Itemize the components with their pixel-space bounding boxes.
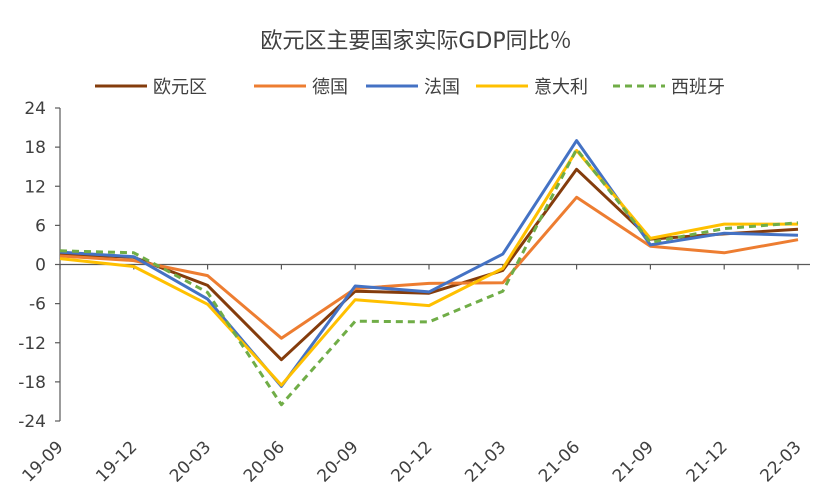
y-tick-label: -6	[29, 295, 46, 315]
x-tick-label: 22-03	[756, 437, 805, 486]
x-tick-label: 19-09	[18, 437, 67, 486]
legend-label: 德国	[312, 77, 348, 98]
x-tick-label: 20-06	[240, 437, 289, 486]
legend-label: 法国	[424, 77, 460, 98]
x-tick-label: 20-09	[314, 437, 363, 486]
x-tick-label: 21-09	[609, 437, 658, 486]
y-axis: 24 18 12 6 0 -6 -12 -18 -24	[18, 99, 61, 432]
y-tick-label: -12	[18, 334, 46, 354]
y-tick-label: 0	[35, 256, 46, 276]
x-tick-label: 21-03	[461, 437, 510, 486]
x-tick-label: 20-03	[166, 437, 215, 486]
series-layer	[59, 139, 799, 407]
y-tick-label: -18	[18, 373, 46, 393]
y-tick-label: 18	[24, 138, 46, 158]
x-axis: 19-09 19-12 20-03 20-06 20-09 20-12 21-03 21-06…	[18, 263, 810, 486]
chart-title: 欧元区主要国家实际GDP同比％	[260, 29, 571, 54]
y-tick-label: 6	[35, 216, 46, 236]
series-line-2	[59, 195, 799, 340]
legend: 欧元区 德国 法国 意大利 西班牙	[95, 77, 725, 98]
y-tick-label: 12	[24, 177, 46, 197]
legend-label: 西班牙	[671, 77, 725, 98]
series-line-4	[59, 148, 798, 387]
legend-label: 欧元区	[153, 77, 207, 98]
x-tick-label: 21-06	[535, 437, 584, 486]
y-tick-label: 24	[24, 99, 46, 119]
legend-label: 意大利	[534, 77, 588, 98]
series-line-3	[59, 139, 799, 388]
x-tick-label: 21-12	[683, 437, 732, 486]
y-tick-label: -24	[18, 412, 46, 432]
x-tick-label: 19-12	[92, 437, 141, 486]
x-tick-label: 20-12	[387, 437, 436, 486]
